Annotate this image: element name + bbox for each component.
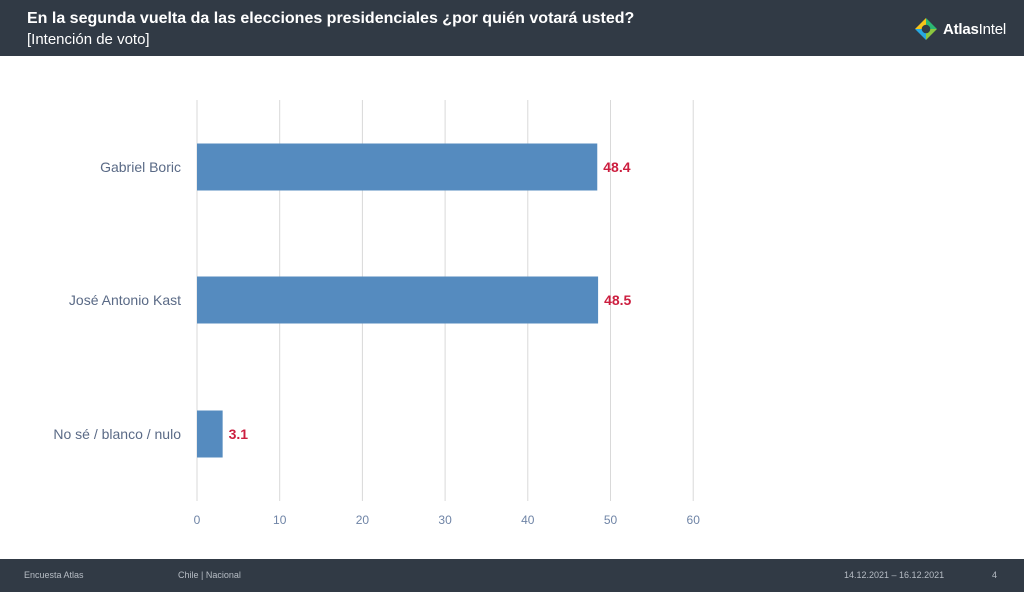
logo-text: AtlasIntel <box>943 21 1006 38</box>
brand-logo: AtlasIntel <box>914 17 1006 41</box>
x-tick-label: 50 <box>604 513 618 527</box>
x-tick-label: 0 <box>194 513 201 527</box>
x-tick-label: 60 <box>687 513 701 527</box>
bar <box>197 410 223 458</box>
footer-date-range: 14.12.2021 – 16.12.2021 <box>844 570 945 580</box>
value-label: 48.5 <box>604 292 631 308</box>
logo-text-light: Intel <box>978 20 1007 38</box>
footer-bar: Encuesta Atlas Chile | Nacional 14.12.20… <box>0 559 1024 592</box>
footer-region: Chile | Nacional <box>178 570 241 580</box>
footer-survey-name: Encuesta Atlas <box>24 570 84 580</box>
category-label: José Antonio Kast <box>69 292 181 308</box>
header-bar: En la segunda vuelta da las elecciones p… <box>0 0 1024 56</box>
footer-page-number: 4 <box>992 570 998 580</box>
value-label: 48.4 <box>603 159 630 175</box>
atlasintel-logo-icon <box>914 18 937 40</box>
x-tick-label: 20 <box>356 513 370 527</box>
bar <box>197 276 599 324</box>
x-tick-label: 10 <box>273 513 287 527</box>
x-tick-label: 40 <box>521 513 535 527</box>
page-title: En la segunda vuelta da las elecciones p… <box>27 10 635 27</box>
value-label: 3.1 <box>229 426 249 442</box>
category-label: No sé / blanco / nulo <box>53 426 181 442</box>
x-tick-label: 30 <box>438 513 452 527</box>
bar <box>197 143 598 191</box>
category-label: Gabriel Boric <box>100 159 181 175</box>
bar-chart: 0 10 20 30 40 50 60 Gabriel Boric 48.4 José Anton… <box>53 100 701 527</box>
page-subtitle: [Intención de voto] <box>27 31 150 48</box>
logo-text-bold: Atlas <box>942 20 979 38</box>
